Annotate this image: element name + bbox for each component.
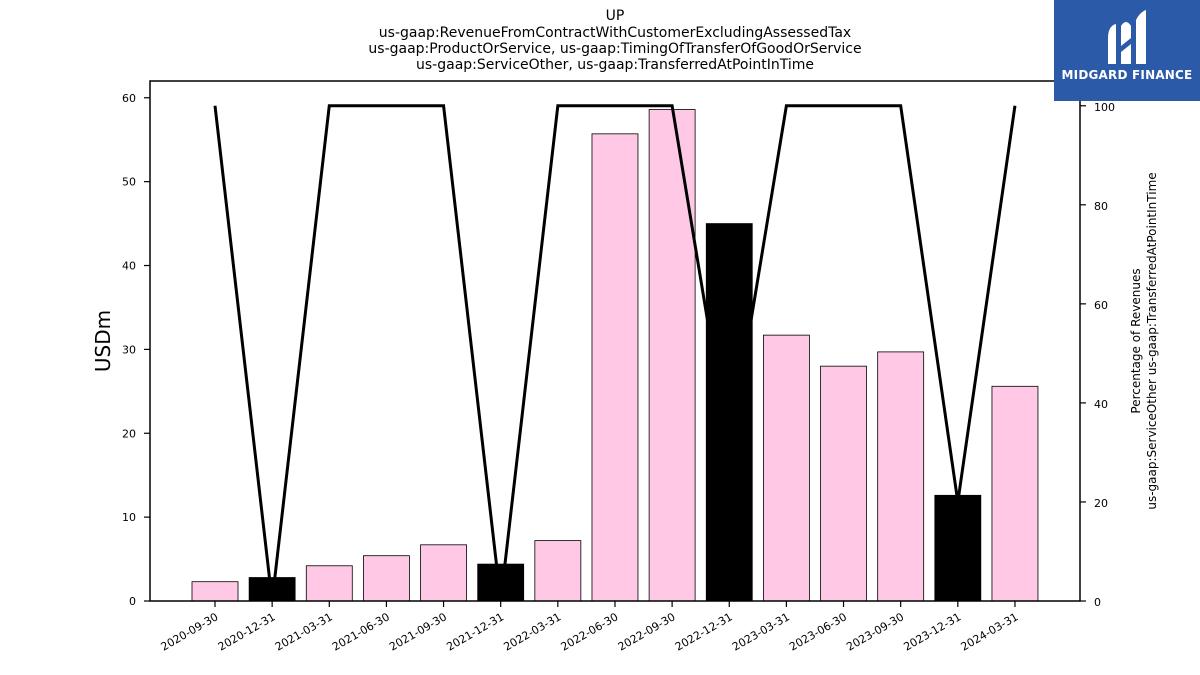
x-tick-label: 2023-09-30 [844, 610, 906, 653]
y2-tick-label: 60 [1094, 299, 1108, 312]
bar-2023-09-30 [877, 351, 925, 602]
chart-title-line-1: UP [606, 8, 625, 24]
x-tick-label: 2021-03-31 [273, 610, 335, 653]
bar-2020-09-30 [191, 581, 239, 602]
x-tick-label: 2022-03-31 [501, 610, 563, 653]
chart-title-line-2: us-gaap:RevenueFromContractWithCustomerE… [379, 25, 851, 41]
logo-text: MIDGARD FINANCE [1061, 68, 1193, 82]
x-tick-label: 2024-03-31 [959, 610, 1021, 653]
bar-2023-03-31 [763, 334, 810, 602]
bar-2021-09-30 [420, 544, 467, 602]
x-tick-label: 2022-09-30 [616, 610, 678, 653]
right-y-axis-label-line-1: Percentage of Revenues [1129, 268, 1143, 413]
chart-title-line-4: us-gaap:ServiceOther, us-gaap:Transferre… [416, 57, 814, 73]
logo-mark-icon [1108, 10, 1146, 64]
x-axis: 2020-09-302020-12-312021-03-312021-06-30… [159, 601, 1021, 654]
y-tick-label: 20 [122, 427, 136, 440]
x-tick-label: 2023-03-31 [730, 610, 792, 653]
bar-2023-06-30 [820, 365, 867, 602]
bar-2022-06-30 [591, 133, 639, 602]
bar-2022-12-31 [705, 223, 753, 602]
bar-2021-03-31 [305, 565, 353, 602]
x-tick-label: 2022-12-31 [673, 610, 735, 653]
left-y-axis: 0 10 20 30 40 50 60 [122, 92, 150, 608]
x-tick-label: 2021-09-30 [387, 610, 449, 653]
chart-title-line-3: us-gaap:ProductOrService, us-gaap:Timing… [368, 41, 861, 57]
y2-tick-label: 40 [1094, 398, 1108, 411]
y-tick-label: 10 [122, 511, 136, 524]
bar-2021-06-30 [363, 555, 410, 602]
x-tick-label: 2022-06-30 [559, 610, 621, 653]
bar-2024-03-31 [991, 385, 1039, 602]
bar-2022-09-30 [648, 109, 696, 602]
x-tick-label: 2023-06-30 [787, 610, 849, 653]
x-tick-label: 2020-09-30 [159, 610, 221, 653]
y2-tick-label: 0 [1094, 596, 1101, 609]
y-tick-label: 60 [122, 92, 136, 105]
y2-tick-label: 100 [1094, 101, 1115, 114]
y2-tick-label: 20 [1094, 497, 1108, 510]
bar-2023-12-31 [934, 494, 982, 602]
y-tick-label: 40 [122, 260, 136, 273]
right-y-axis-label-line-2: us-gaap:ServiceOther us-gaap:Transferred… [1145, 172, 1159, 509]
y-tick-label: 30 [122, 343, 136, 356]
x-tick-label: 2021-06-30 [330, 610, 392, 653]
midgard-finance-logo: MIDGARD FINANCE [1054, 0, 1200, 101]
y-tick-label: 50 [122, 176, 136, 189]
x-tick-label: 2021-12-31 [444, 610, 506, 653]
right-y-axis: 0 20 40 60 80 100 [1080, 101, 1115, 609]
line-series [213, 104, 1017, 602]
percentage-line [213, 104, 1017, 602]
bar-series [191, 109, 1039, 602]
y2-tick-label: 80 [1094, 200, 1108, 213]
bar-2022-03-31 [534, 540, 582, 602]
chart-title: UP us-gaap:RevenueFromContractWithCustom… [368, 8, 861, 73]
left-y-axis-label: USDm [91, 310, 115, 372]
x-tick-label: 2023-12-31 [901, 610, 963, 653]
y-tick-label: 0 [129, 595, 136, 608]
x-tick-label: 2020-12-31 [216, 610, 278, 653]
